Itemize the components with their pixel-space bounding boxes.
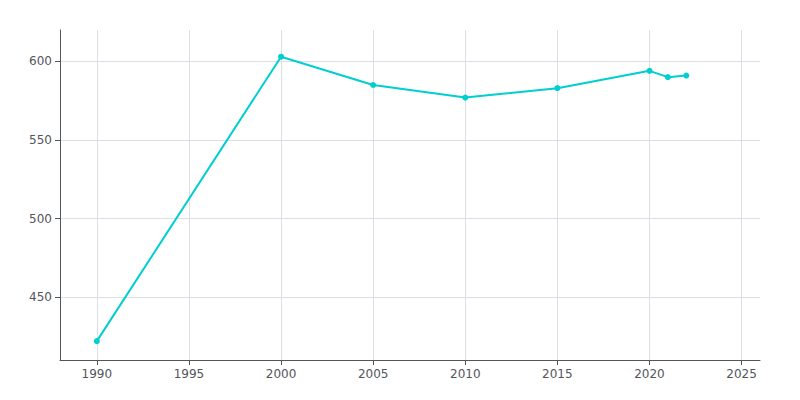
svg-text:450: 450 bbox=[29, 290, 52, 304]
svg-text:600: 600 bbox=[29, 54, 52, 68]
svg-text:2005: 2005 bbox=[358, 367, 389, 381]
svg-text:500: 500 bbox=[29, 212, 52, 226]
svg-text:2000: 2000 bbox=[266, 367, 297, 381]
svg-text:2020: 2020 bbox=[634, 367, 665, 381]
svg-text:550: 550 bbox=[29, 133, 52, 147]
svg-text:1995: 1995 bbox=[174, 367, 205, 381]
svg-text:1990: 1990 bbox=[82, 367, 113, 381]
svg-text:2015: 2015 bbox=[542, 367, 573, 381]
svg-text:2010: 2010 bbox=[450, 367, 481, 381]
svg-text:2025: 2025 bbox=[726, 367, 757, 381]
